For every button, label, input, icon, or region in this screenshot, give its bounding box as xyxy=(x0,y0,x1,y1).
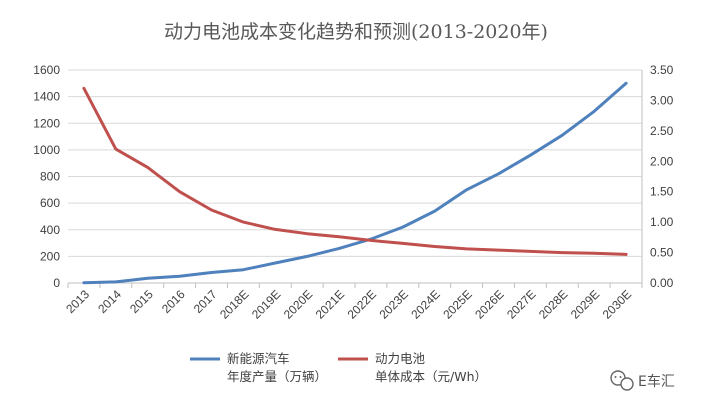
legend-label: 新能源汽车 xyxy=(227,351,290,366)
x-tick-label: 2017 xyxy=(191,287,220,316)
left-tick-label: 400 xyxy=(40,223,60,237)
left-tick-label: 1400 xyxy=(33,90,60,104)
grid-lines xyxy=(68,69,642,257)
legend-label: 年度产量（万辆） xyxy=(227,369,327,384)
right-tick-label: 1.00 xyxy=(650,215,674,229)
right-tick-label: 0.50 xyxy=(650,246,674,260)
x-tick-label: 2028E xyxy=(536,287,570,321)
left-tick-label: 600 xyxy=(40,196,60,210)
left-tick-label: 1600 xyxy=(33,63,60,77)
chart-title: 动力电池成本变化趋势和预测(2013-2020年) xyxy=(164,21,548,43)
watermark-text: E车汇 xyxy=(638,373,675,390)
watermark: E车汇 xyxy=(610,370,675,391)
axes xyxy=(67,70,643,288)
x-tick-label: 2016 xyxy=(159,287,188,316)
right-tick-label: 2.00 xyxy=(650,154,674,168)
x-tick-label: 2018E xyxy=(217,287,251,321)
right-tick-label: 3.00 xyxy=(650,93,674,107)
x-tick-label: 2013 xyxy=(63,287,92,316)
x-tick-label: 2022E xyxy=(345,287,379,321)
x-tick-label: 2014 xyxy=(95,287,124,316)
left-tick-label: 1200 xyxy=(33,116,60,130)
right-y-axis-ticks: 0.00 0.50 1.00 1.50 2.00 2.50 3.00 3.50 xyxy=(650,63,674,290)
x-axis-ticks: 2013 2014 2015 2016 20172018E2019E2020E2021E… xyxy=(63,287,634,322)
x-tick-label: 2020E xyxy=(281,287,315,321)
legend-label: 单体成本（元/Wh） xyxy=(375,369,487,384)
right-tick-label: 1.50 xyxy=(650,185,674,199)
x-tick-label: 2027E xyxy=(504,287,538,321)
left-tick-label: 0 xyxy=(53,276,60,290)
left-tick-label: 1000 xyxy=(33,143,60,157)
x-tick-label: 2021E xyxy=(313,287,347,321)
series-line-0 xyxy=(82,81,628,285)
x-tick-label: 2023E xyxy=(377,287,411,321)
x-tick-label: 2024E xyxy=(408,287,442,321)
left-y-axis-ticks: 0 200 400 600 800 1000 1200 1400 1600 xyxy=(33,63,60,290)
legend-label: 动力电池 xyxy=(375,351,426,366)
right-tick-label: 2.50 xyxy=(650,124,674,138)
left-tick-label: 200 xyxy=(40,249,60,263)
left-tick-label: 800 xyxy=(40,170,60,184)
series-line-1 xyxy=(82,86,628,256)
wechat-official-account-icon xyxy=(610,370,634,391)
x-tick-label: 2029E xyxy=(568,287,602,321)
right-tick-label: 0.00 xyxy=(650,276,674,290)
series-lines xyxy=(82,81,628,285)
right-tick-label: 3.50 xyxy=(650,63,674,77)
x-tick-label: 2015 xyxy=(127,287,156,316)
x-tick-label: 2019E xyxy=(249,287,283,321)
x-tick-label: 2030E xyxy=(600,287,634,321)
x-tick-label: 2025E xyxy=(440,287,474,321)
x-tick-label: 2026E xyxy=(472,287,506,321)
